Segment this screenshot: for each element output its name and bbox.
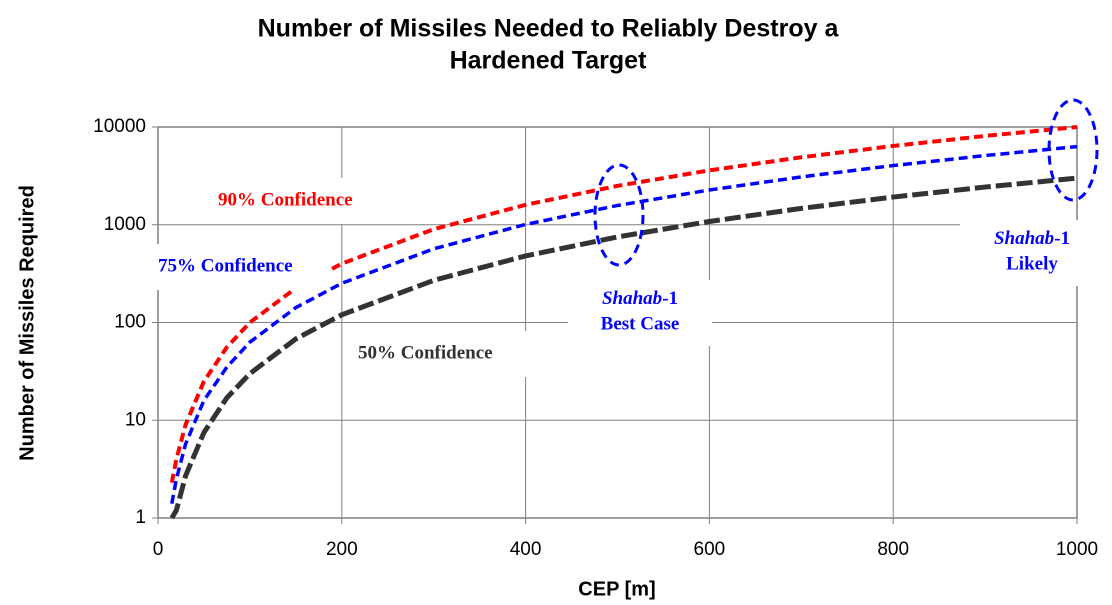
chart-title: Number of Missiles Needed to Reliably De… xyxy=(258,15,840,43)
x-tick-label: 1000 xyxy=(1056,539,1098,560)
annotation-name: Shahab xyxy=(602,288,662,309)
annotation-suffix: -1 xyxy=(662,288,678,309)
x-tick-label: 600 xyxy=(694,539,726,560)
annotation: Best Case xyxy=(601,313,680,334)
label-background xyxy=(150,244,330,290)
annotation: Likely xyxy=(1006,253,1058,274)
y-tick-label: 1 xyxy=(135,507,146,528)
y-tick-label: 1000 xyxy=(104,214,146,235)
x-tick-label: 200 xyxy=(326,539,358,560)
x-tick-label: 400 xyxy=(510,539,542,560)
annotation: Shahab-1 xyxy=(602,288,678,309)
x-tick-label: 800 xyxy=(877,539,909,560)
annotation-suffix: -1 xyxy=(1054,228,1070,249)
highlight-ellipse xyxy=(593,163,645,267)
series-label: 90% Confidence xyxy=(218,189,353,210)
y-tick-label: 10 xyxy=(125,409,146,430)
annotation-name: Shahab xyxy=(994,228,1054,249)
y-tick-label: 100 xyxy=(114,312,146,333)
plot-border xyxy=(157,126,1078,519)
series-line xyxy=(169,175,1078,520)
annotation: Shahab-1 xyxy=(994,228,1070,249)
label-background xyxy=(960,220,1104,286)
label-background xyxy=(568,280,712,346)
series-line xyxy=(170,144,1078,505)
x-axis-label: CEP [m] xyxy=(578,578,655,600)
y-axis-label: Number of Missiles Required xyxy=(16,185,38,461)
series-label: 75% Confidence xyxy=(158,255,293,276)
series-line xyxy=(169,125,1078,484)
y-tick-label: 10000 xyxy=(93,116,146,137)
series-label: 50% Confidence xyxy=(358,342,493,363)
label-background xyxy=(350,331,562,377)
x-tick-label: 0 xyxy=(153,539,164,560)
label-background xyxy=(210,178,415,224)
chart-title: Hardened Target xyxy=(450,47,647,75)
highlight-ellipse xyxy=(1047,98,1099,202)
